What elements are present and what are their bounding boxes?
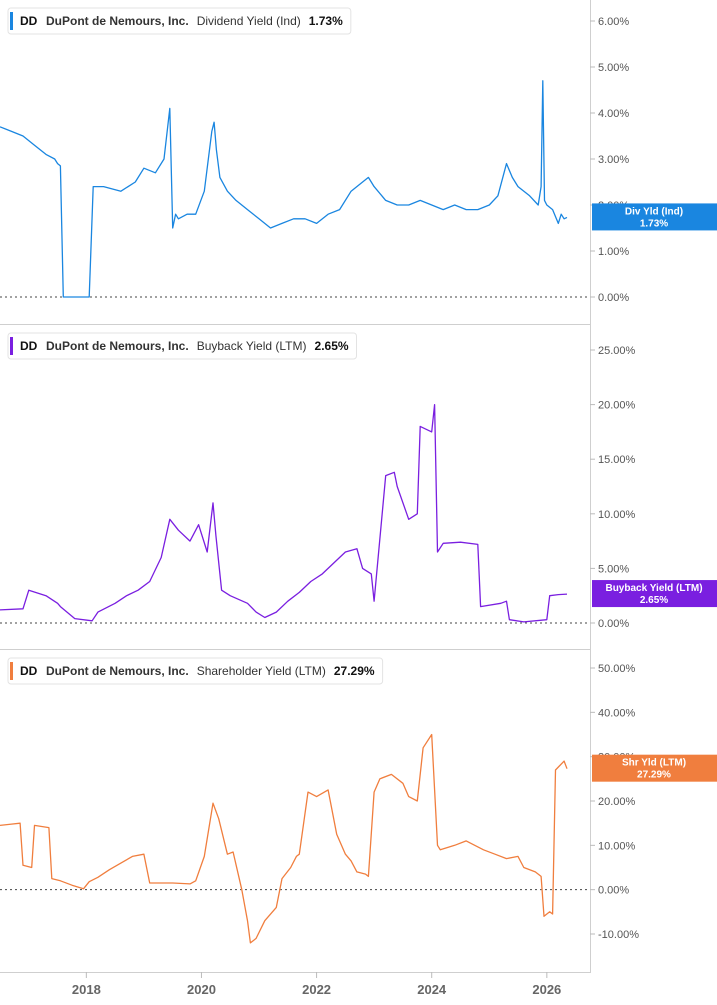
value-badge-background <box>592 580 717 608</box>
legend: DD DuPont de Nemours, Inc. Buyback Yield (… <box>7 332 357 360</box>
legend-ticker: DD <box>20 14 38 28</box>
legend-metric: Shareholder Yield (LTM) <box>197 664 326 678</box>
y-tick-label: 10.00% <box>598 509 636 521</box>
value-badge-background <box>592 754 717 782</box>
y-tick-label: 6.00% <box>598 16 629 28</box>
legend-company: DuPont de Nemours, Inc. <box>46 339 189 353</box>
y-tick-label: 20.00% <box>598 400 636 412</box>
value-badge-background <box>592 203 717 231</box>
y-tick-label: 1.00% <box>598 246 629 258</box>
y-tick-label: 15.00% <box>598 454 636 466</box>
y-tick-label: 0.00% <box>598 292 629 304</box>
y-tick-label: 10.00% <box>598 840 636 852</box>
chart-panel: 0.00%1.00%2.00%3.00%4.00%5.00%6.00%DDDuP… <box>0 7 717 304</box>
legend-ticker: DD <box>20 664 38 678</box>
legend-last-value: 27.29% <box>334 664 375 678</box>
chart-panel: -10.00%0.00%10.00%20.00%30.00%40.00%50.0… <box>0 657 717 944</box>
y-tick-label: 5.00% <box>598 563 629 575</box>
value-badge-title: Div Yld (Ind) <box>625 206 683 217</box>
series-line <box>0 403 568 623</box>
value-badge-title: Buyback Yield (LTM) <box>605 583 702 594</box>
legend-color-swatch <box>10 337 13 355</box>
value-badge-value: 1.73% <box>640 218 668 229</box>
value-badge: Shr Yld (LTM)27.29% <box>592 754 717 782</box>
legend-last-value: 2.65% <box>315 339 349 353</box>
legend-last-value: 1.73% <box>309 14 343 28</box>
value-badge: Buyback Yield (LTM)2.65% <box>592 580 717 608</box>
legend-color-swatch <box>10 12 13 30</box>
y-tick-label: 20.00% <box>598 796 636 808</box>
y-tick-label: 0.00% <box>598 885 629 897</box>
legend-background <box>7 7 352 35</box>
y-tick-label: 4.00% <box>598 108 629 120</box>
value-badge-value: 2.65% <box>640 595 668 606</box>
value-badge: Div Yld (Ind)1.73% <box>592 203 717 231</box>
series-line <box>0 733 568 944</box>
legend: DD DuPont de Nemours, Inc. Shareholder Yie… <box>7 657 384 685</box>
y-tick-label: 5.00% <box>598 62 629 74</box>
x-tick-label: 2022 <box>302 982 331 997</box>
y-tick-label: 40.00% <box>598 707 636 719</box>
y-tick-label: 25.00% <box>598 345 636 357</box>
legend-ticker: DD <box>20 339 38 353</box>
legend-metric: Dividend Yield (Ind) <box>197 14 301 28</box>
x-tick-label: 2018 <box>72 982 101 997</box>
legend-company: DuPont de Nemours, Inc. <box>46 664 189 678</box>
legend-metric: Buyback Yield (LTM) <box>197 339 307 353</box>
x-axis: 2018 2020 2022 2024 2026 <box>72 972 561 997</box>
legend-color-swatch <box>10 662 13 680</box>
legend: DD DuPont de Nemours, Inc. Dividend Yield … <box>7 7 352 35</box>
legend-background <box>7 332 357 360</box>
legend-company: DuPont de Nemours, Inc. <box>46 14 189 28</box>
series-line <box>0 80 568 298</box>
legend-background <box>7 657 384 685</box>
x-tick-label: 2024 <box>417 982 447 997</box>
x-tick-label: 2020 <box>187 982 216 997</box>
value-badge-value: 27.29% <box>637 770 671 781</box>
y-tick-label: 0.00% <box>598 618 629 630</box>
chart-panel: 0.00% 5.00% 10.00% 15.00% 20.00% 25.00% DD DuPo… <box>0 332 717 630</box>
value-badge-title: Shr Yld (LTM) <box>622 758 686 769</box>
y-tick-label: 50.00% <box>598 663 636 675</box>
y-tick-label: 3.00% <box>598 154 629 166</box>
x-tick-label: 2026 <box>532 982 561 997</box>
y-tick-label: -10.00% <box>598 929 639 941</box>
